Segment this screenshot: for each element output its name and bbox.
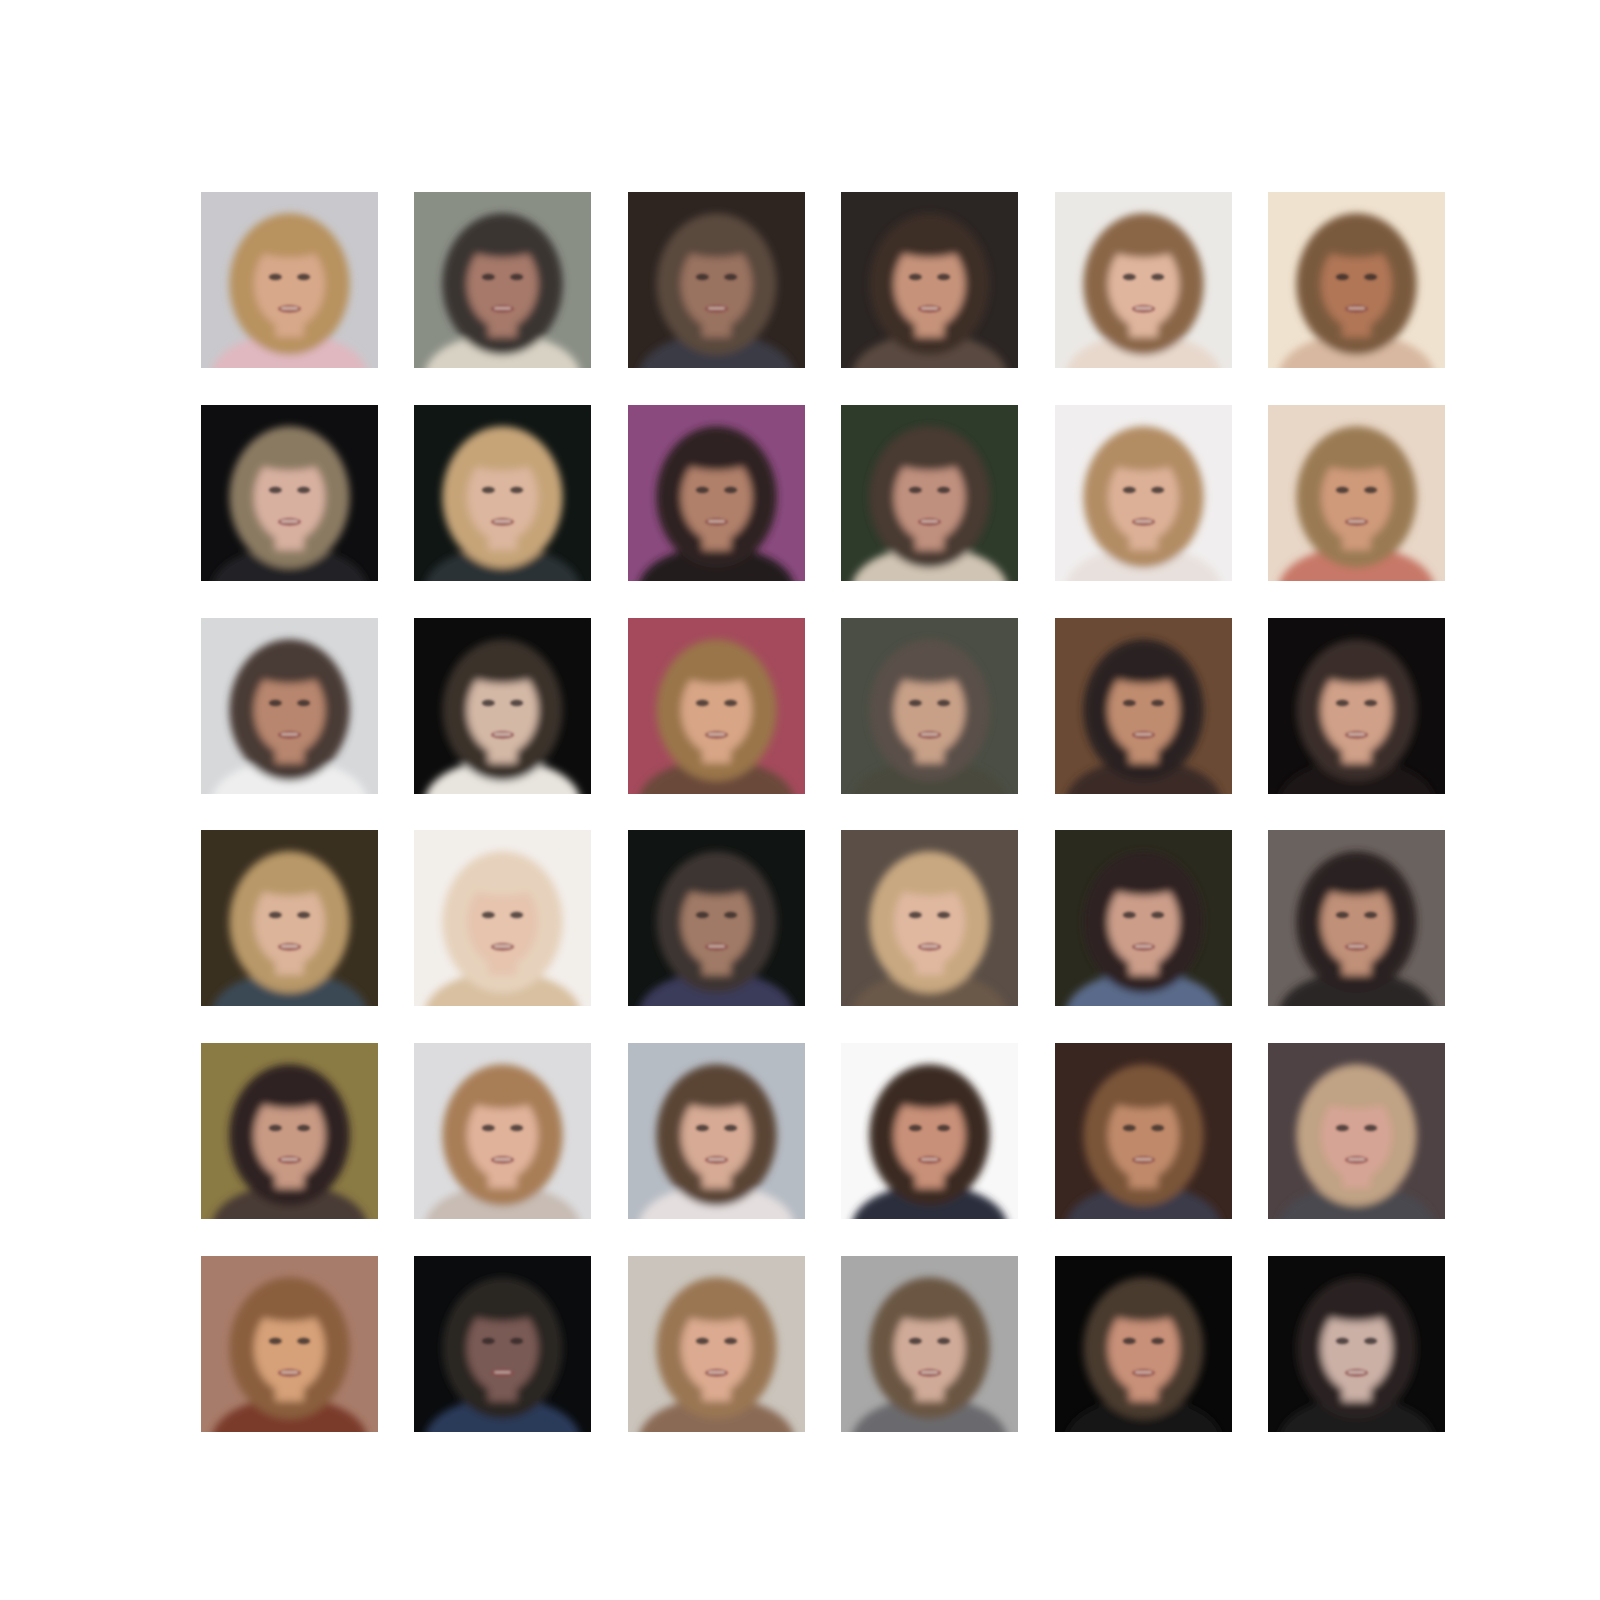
face-image xyxy=(201,830,378,1007)
face-image xyxy=(627,1255,805,1432)
face-thumbnail xyxy=(1267,1043,1445,1220)
face-thumbnail xyxy=(627,192,805,368)
face-thumbnail xyxy=(627,617,805,794)
face-thumbnail xyxy=(1267,1255,1445,1432)
face-image xyxy=(414,617,592,794)
face-image xyxy=(201,617,378,794)
face-thumbnail xyxy=(841,830,1019,1007)
face-image xyxy=(1054,1043,1232,1220)
face-image xyxy=(841,1043,1019,1220)
face-thumbnail xyxy=(414,1043,592,1220)
face-grid xyxy=(201,192,1445,1432)
face-image xyxy=(841,404,1019,581)
face-thumbnail xyxy=(414,1255,592,1432)
face-thumbnail xyxy=(841,192,1019,368)
face-image xyxy=(201,404,378,581)
face-image xyxy=(627,1043,805,1220)
face-thumbnail xyxy=(627,404,805,581)
face-image xyxy=(414,1043,592,1220)
face-thumbnail xyxy=(201,830,378,1007)
face-thumbnail xyxy=(627,1255,805,1432)
face-thumbnail xyxy=(201,617,378,794)
face-image xyxy=(414,1255,592,1432)
face-thumbnail xyxy=(414,404,592,581)
face-image xyxy=(1267,1255,1445,1432)
face-thumbnail xyxy=(841,617,1019,794)
face-image xyxy=(1267,830,1445,1007)
face-image xyxy=(841,192,1019,368)
face-image xyxy=(1267,404,1445,581)
face-image xyxy=(1054,830,1232,1007)
face-image xyxy=(414,192,592,368)
face-image xyxy=(627,617,805,794)
face-thumbnail xyxy=(627,1043,805,1220)
face-thumbnail xyxy=(841,1255,1019,1432)
face-thumbnail xyxy=(1054,404,1232,581)
face-thumbnail xyxy=(1054,1043,1232,1220)
face-thumbnail xyxy=(414,192,592,368)
face-image xyxy=(627,404,805,581)
face-thumbnail xyxy=(201,192,378,368)
face-image xyxy=(1267,1043,1445,1220)
face-image xyxy=(841,830,1019,1007)
face-image xyxy=(1054,404,1232,581)
face-image xyxy=(1054,617,1232,794)
face-thumbnail xyxy=(1054,830,1232,1007)
face-image xyxy=(627,192,805,368)
face-image xyxy=(1267,192,1445,368)
face-thumbnail xyxy=(841,1043,1019,1220)
face-image xyxy=(841,1255,1019,1432)
face-thumbnail xyxy=(1267,404,1445,581)
face-thumbnail xyxy=(201,1255,378,1432)
face-thumbnail xyxy=(1054,192,1232,368)
face-image xyxy=(841,617,1019,794)
face-image xyxy=(1054,1255,1232,1432)
face-image xyxy=(201,192,378,368)
face-image xyxy=(414,830,592,1007)
face-image xyxy=(1054,192,1232,368)
face-thumbnail xyxy=(627,830,805,1007)
face-thumbnail xyxy=(1054,617,1232,794)
face-image xyxy=(201,1043,378,1220)
face-thumbnail xyxy=(1267,830,1445,1007)
face-image xyxy=(201,1255,378,1432)
face-thumbnail xyxy=(414,617,592,794)
face-thumbnail xyxy=(1267,617,1445,794)
face-image xyxy=(1267,617,1445,794)
face-thumbnail xyxy=(1054,1255,1232,1432)
face-image xyxy=(414,404,592,581)
face-thumbnail xyxy=(201,1043,378,1220)
face-thumbnail xyxy=(841,404,1019,581)
face-thumbnail xyxy=(201,404,378,581)
face-thumbnail xyxy=(414,830,592,1007)
face-thumbnail xyxy=(1267,192,1445,368)
face-image xyxy=(627,830,805,1007)
